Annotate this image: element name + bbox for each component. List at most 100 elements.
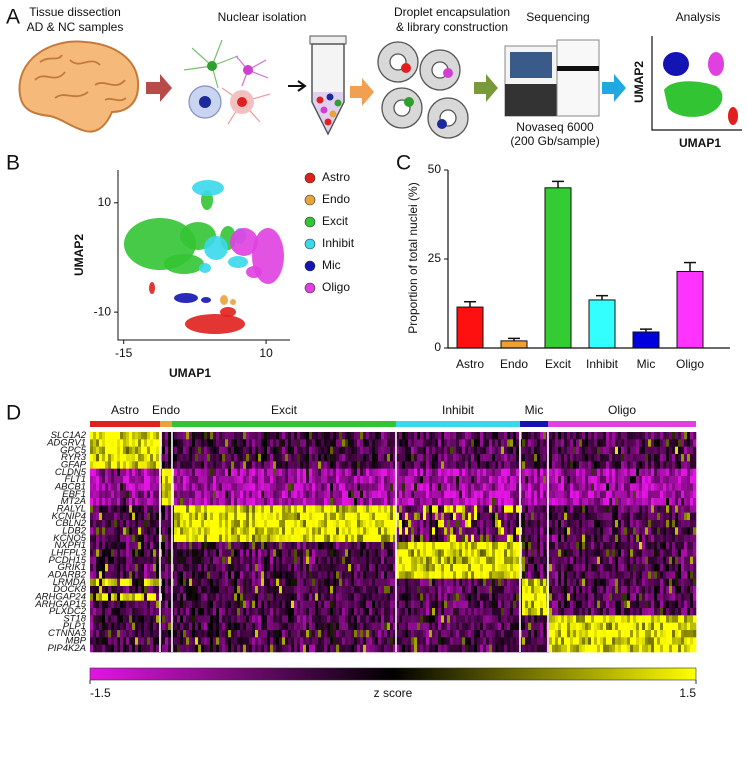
heatmap-cell [180,578,184,587]
heatmap-cell [348,549,352,557]
heatmap-cell [90,446,94,455]
y-tick-label: 10 [98,195,112,209]
heatmap-cell [297,527,301,535]
heatmap-cell [537,549,541,557]
heatmap-cell [444,461,448,469]
heatmap-cell [297,461,301,469]
heatmap-cell [249,615,253,623]
heatmap-cell [360,454,364,462]
heatmap-cell [99,578,103,587]
heatmap-cell [384,520,388,528]
heatmap-cell [567,505,571,513]
heatmap-cell [351,564,355,572]
heatmap-cell [306,476,310,484]
heatmap-cell [417,520,421,528]
heatmap-cell [348,637,352,645]
heatmap-cell [483,520,487,528]
heatmap-cell [453,593,457,601]
heatmap-cell [486,564,490,572]
heatmap-cell [528,505,532,513]
heatmap-cell [300,483,304,491]
heatmap-cell [195,622,199,631]
heatmap-cell [369,622,373,631]
heatmap-cell [273,600,277,609]
heatmap-cell [444,622,448,631]
heatmap-cell [348,461,352,469]
heatmap-cell [408,600,412,609]
heatmap-cell [117,483,121,491]
heatmap-cell [426,476,430,484]
heatmap-cell [504,593,508,601]
heatmap-cell [180,600,184,609]
heatmap-cell [396,586,400,594]
heatmap-cell [120,578,124,587]
heatmap-cell [405,593,409,601]
heatmap-cell [417,446,421,455]
heatmap-cell [282,578,286,587]
heatmap-cell [498,446,502,455]
heatmap-cell [534,520,538,528]
heatmap-cell [102,454,106,462]
heatmap-cell [576,564,580,572]
heatmap-cell [414,615,418,623]
heatmap-cell [369,483,373,491]
heatmap-cell [336,630,340,638]
heatmap-cell [441,498,445,506]
heatmap-cell [489,527,493,535]
cluster [164,254,204,274]
heatmap-cell [336,644,340,653]
heatmap-cell [282,534,286,543]
heatmap-cell [279,534,283,543]
heatmap-cell [573,512,577,521]
heatmap-cell [228,549,232,557]
heatmap-cell [294,512,298,521]
heatmap-cell [234,608,238,616]
heatmap-cell [531,468,535,477]
heatmap-cell [219,461,223,469]
heatmap-cell [333,549,337,557]
heatmap-cell [93,498,97,506]
heatmap-cell [168,549,172,557]
heatmap-cell [543,432,547,440]
heatmap-cell [438,432,442,440]
heatmap-cell [570,622,574,631]
heatmap-cell [102,483,106,491]
heatmap-cell [243,439,247,447]
heatmap-cell [237,446,241,455]
heatmap-cell [558,549,562,557]
heatmap-cell [378,564,382,572]
heatmap-cell [99,468,103,477]
heatmap-cell [414,571,418,579]
heatmap-cell [366,608,370,616]
heatmap-cell [246,527,250,535]
heatmap-cell [489,571,493,579]
heatmap-cell [555,549,559,557]
heatmap-cell [318,439,322,447]
heatmap-cell [114,534,118,543]
heatmap-cell [261,593,265,601]
heatmap-cell [102,593,106,601]
heatmap-cell [291,615,295,623]
heatmap-cell [252,600,256,609]
heatmap-cell [336,490,340,499]
heatmap-cell [339,564,343,572]
heatmap-cell [348,571,352,579]
heatmap-cell [495,505,499,513]
heatmap-cell [96,571,100,579]
heatmap-cell [423,600,427,609]
heatmap-cell [309,520,313,528]
heatmap-cell [321,608,325,616]
heatmap-cell [363,483,367,491]
heatmap-cell [327,483,331,491]
heatmap-cell [471,534,475,543]
heatmap-cell [570,439,574,447]
heatmap-cell [279,498,283,506]
heatmap-cell [423,556,427,565]
heatmap-cell [285,512,289,521]
heatmap-cell [462,608,466,616]
heatmap-cell [162,498,166,506]
heatmap-cell [219,454,223,462]
heatmap-cell [306,571,310,579]
heatmap-cell [525,556,529,565]
heatmap-cell [372,512,376,521]
